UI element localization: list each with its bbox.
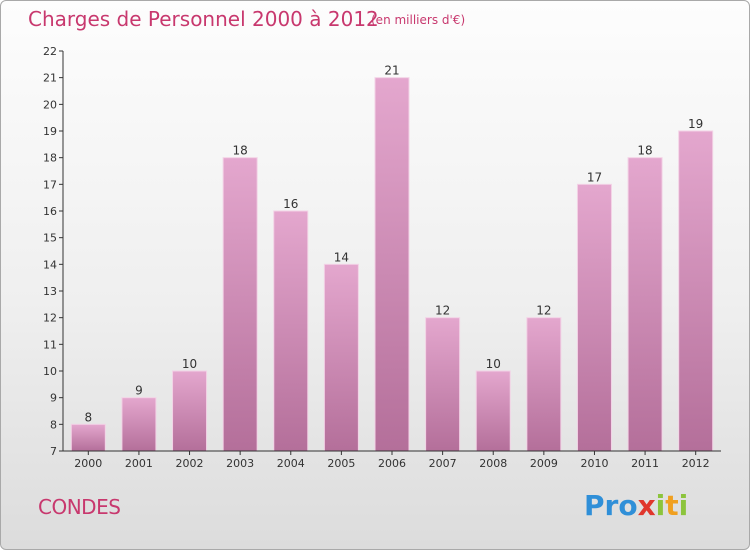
x-tick-label: 2003 [226,457,254,470]
y-tick-label: 16 [43,205,57,218]
data-label-2004: 16 [283,197,298,211]
data-label-2011: 18 [637,144,652,158]
data-label-2012: 19 [688,117,703,131]
y-tick-label: 18 [43,152,57,165]
data-label-2007: 12 [435,304,450,318]
bar-2007 [425,317,461,452]
bar-2004 [273,210,309,452]
y-tick-label: 11 [43,338,57,351]
data-label-2010: 17 [587,170,602,184]
data-label-2000: 8 [84,410,92,424]
y-tick-label: 17 [43,178,57,191]
data-label-2009: 12 [536,304,551,318]
bar-2003 [222,157,258,452]
bar-2012 [678,130,714,452]
logo-letter: t [665,489,679,522]
y-tick-label: 9 [50,392,57,405]
x-tick-label: 2005 [327,457,355,470]
bar-2005 [323,263,359,452]
logo-letter: r [604,489,619,522]
x-tick-label: 2007 [429,457,457,470]
logo-letter: i [678,489,689,522]
x-tick-label: 2009 [530,457,558,470]
data-label-2002: 10 [182,357,197,371]
chart-title: Charges de Personnel 2000 à 2012 [28,7,379,31]
y-tick-label: 22 [43,45,57,58]
bar-2002 [172,370,208,452]
logo-letter: P [584,489,605,522]
y-tick-label: 15 [43,232,57,245]
bar-2010 [576,183,612,452]
logo-letter: i [655,489,666,522]
bar-2008 [475,370,511,452]
data-label-2008: 10 [486,357,501,371]
y-tick-label: 19 [43,125,57,138]
logo-letter: o [618,489,638,522]
y-tick-label: 12 [43,312,57,325]
y-tick-label: 14 [43,258,57,271]
data-label-2003: 18 [233,144,248,158]
x-tick-label: 2001 [125,457,153,470]
bar-2001 [121,397,157,452]
bar-2009 [526,317,562,452]
y-tick-label: 10 [43,365,57,378]
x-tick-label: 2006 [378,457,406,470]
y-tick-label: 13 [43,285,57,298]
data-label-2005: 14 [334,250,349,264]
y-tick-label: 21 [43,72,57,85]
x-tick-label: 2008 [479,457,507,470]
y-tick-label: 8 [50,418,57,431]
bar-2011 [627,157,663,452]
x-tick-label: 2010 [580,457,608,470]
x-tick-label: 2011 [631,457,659,470]
x-tick-label: 2012 [682,457,710,470]
x-tick-label: 2000 [74,457,102,470]
chart-unit-label: (en milliers d'€) [371,13,466,27]
data-label-2001: 9 [135,384,143,398]
proxiti-logo: Proxiti [584,489,688,522]
logo-letter: x [637,489,656,522]
x-tick-label: 2004 [277,457,305,470]
city-name: CONDES [38,495,121,519]
y-tick-label: 20 [43,98,57,111]
bar-2006 [374,77,410,452]
bar-2000 [70,423,106,452]
data-label-2006: 21 [384,64,399,78]
x-tick-label: 2002 [176,457,204,470]
y-tick-label: 7 [50,445,57,458]
